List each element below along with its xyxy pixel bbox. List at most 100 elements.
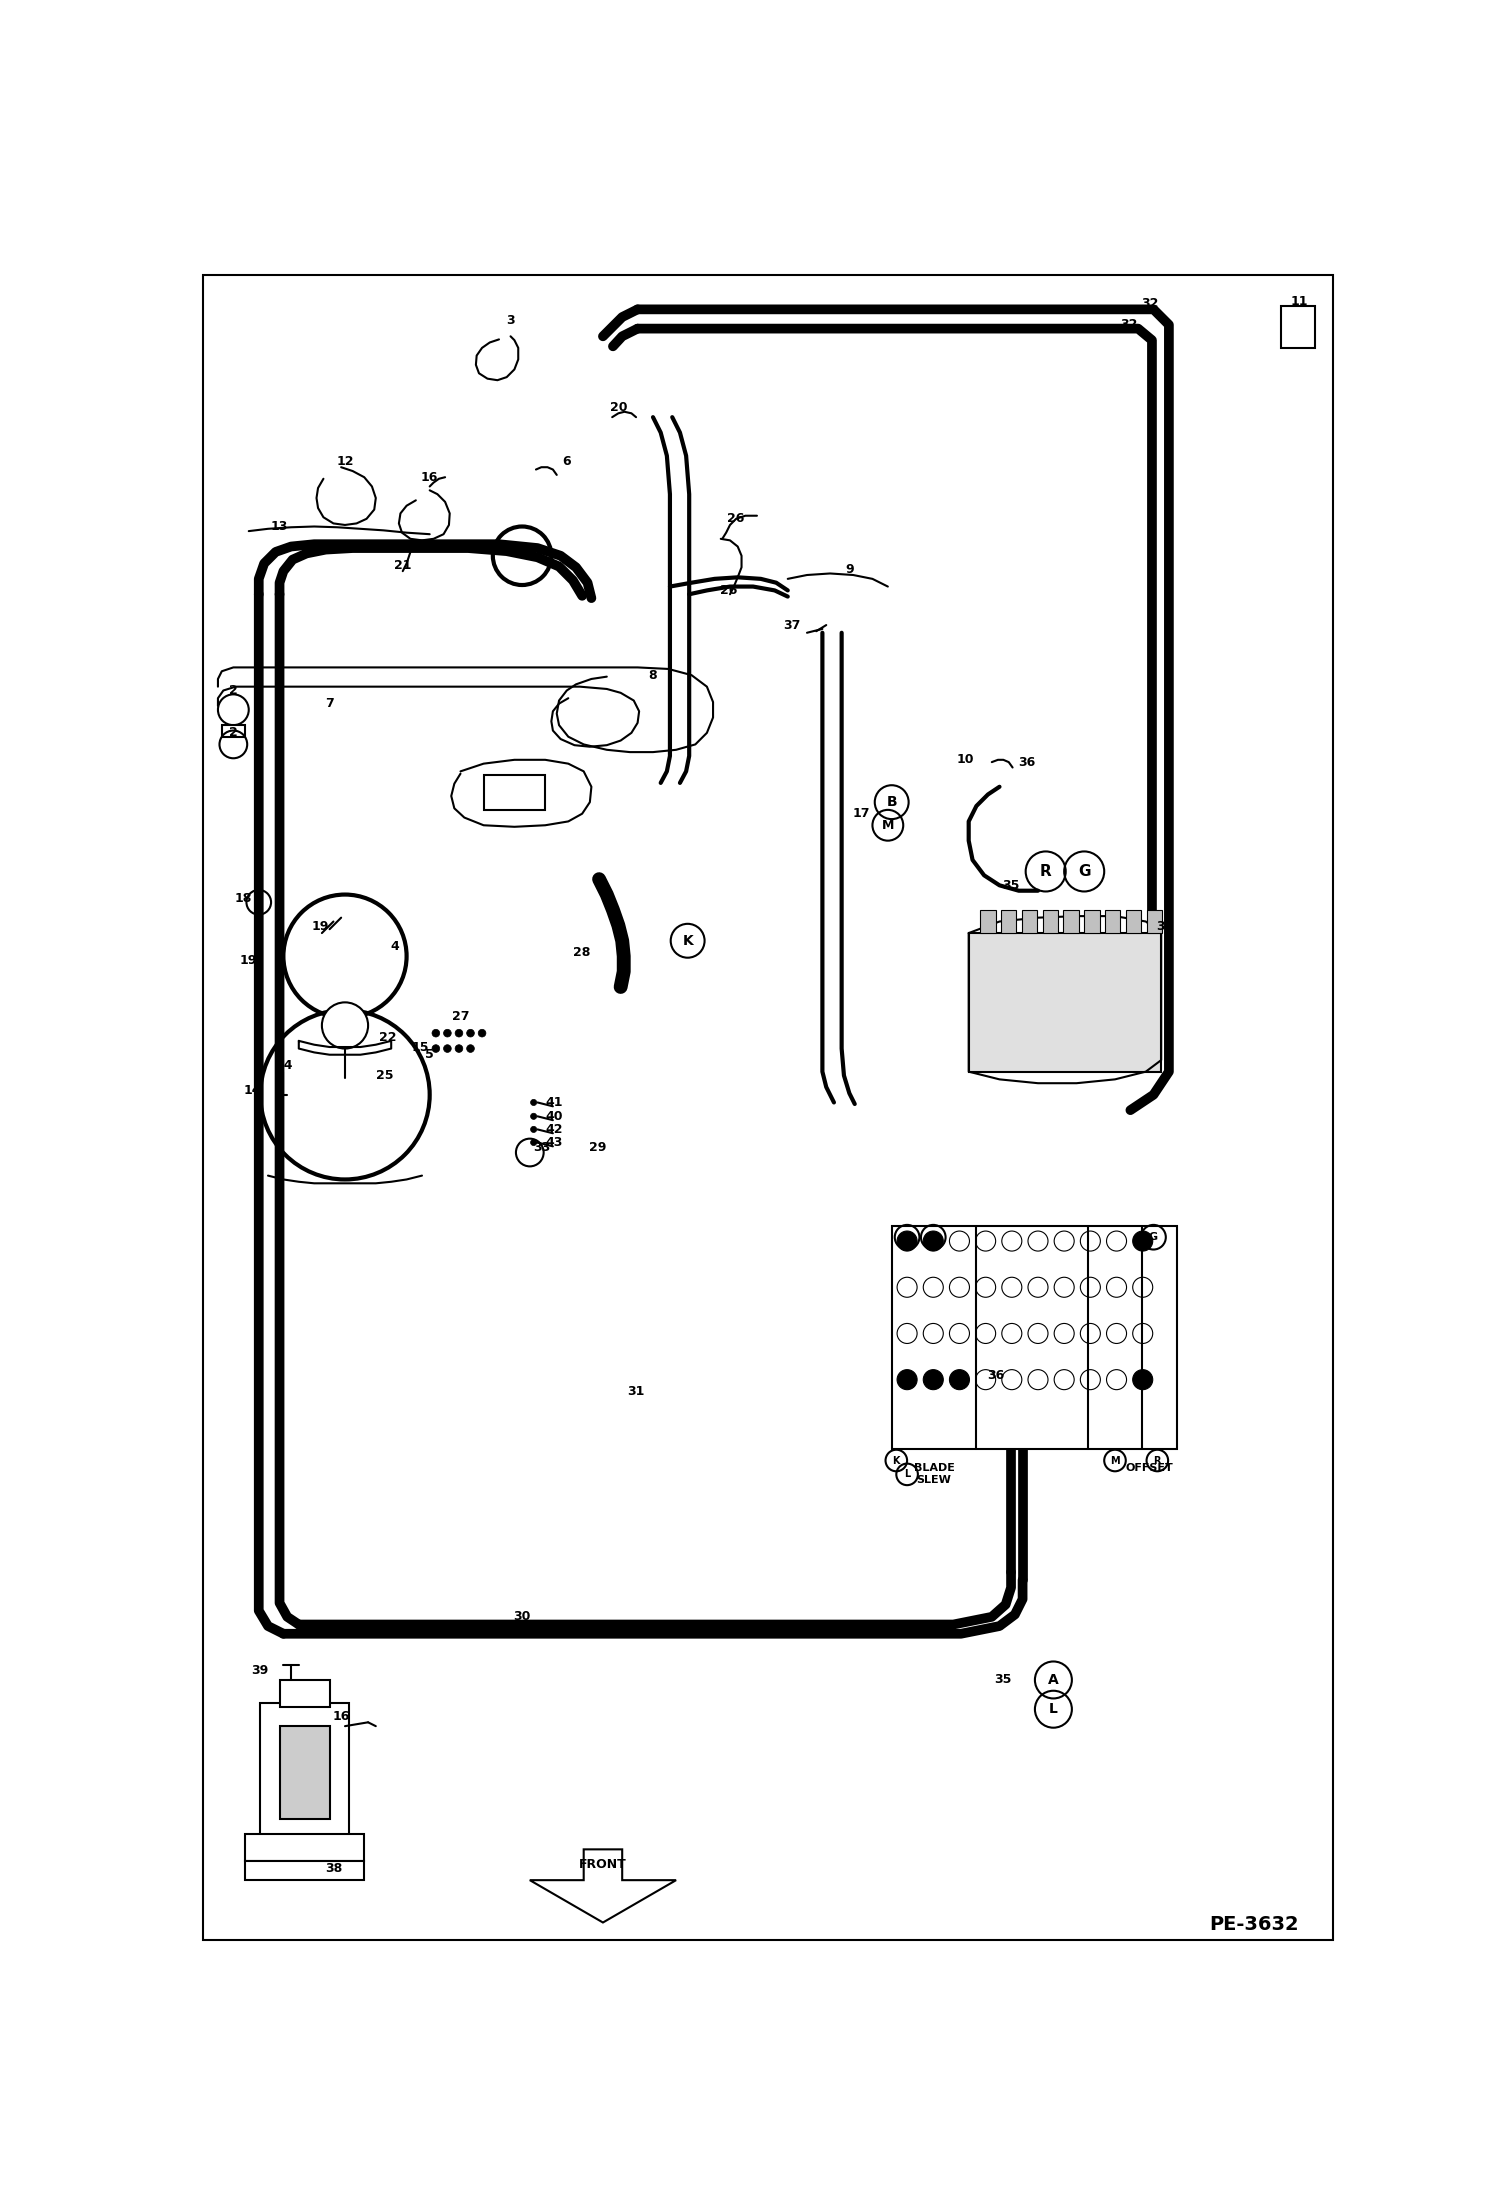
Text: K: K bbox=[682, 934, 694, 947]
Circle shape bbox=[530, 1127, 536, 1132]
Text: B: B bbox=[929, 1232, 938, 1241]
Text: R: R bbox=[1153, 1456, 1161, 1465]
Bar bbox=[891, 1226, 1176, 1450]
Bar bbox=[1085, 910, 1100, 932]
Circle shape bbox=[530, 1114, 536, 1118]
Bar bbox=[1064, 910, 1079, 932]
Text: 2: 2 bbox=[229, 726, 238, 739]
Text: 36: 36 bbox=[1017, 757, 1035, 768]
Circle shape bbox=[923, 1230, 944, 1250]
Text: 29: 29 bbox=[589, 1140, 607, 1154]
Polygon shape bbox=[530, 1849, 676, 1923]
Text: 39: 39 bbox=[252, 1664, 270, 1678]
Bar bbox=[1146, 910, 1162, 932]
Circle shape bbox=[431, 1029, 440, 1037]
Circle shape bbox=[530, 1140, 536, 1145]
Text: L: L bbox=[1049, 1702, 1058, 1717]
Text: 14: 14 bbox=[244, 1083, 261, 1096]
Circle shape bbox=[530, 1099, 536, 1105]
Text: A: A bbox=[1049, 1673, 1059, 1686]
Bar bbox=[244, 1833, 364, 1862]
Bar bbox=[1001, 910, 1017, 932]
Text: 2: 2 bbox=[229, 684, 238, 697]
Text: 36: 36 bbox=[987, 1368, 1004, 1382]
Circle shape bbox=[455, 1029, 463, 1037]
Text: 27: 27 bbox=[452, 1009, 469, 1022]
Text: 26: 26 bbox=[719, 583, 737, 596]
Text: 26: 26 bbox=[728, 513, 745, 526]
Text: 41: 41 bbox=[545, 1096, 563, 1110]
Text: 16: 16 bbox=[421, 471, 439, 485]
Text: 21: 21 bbox=[394, 559, 412, 572]
Circle shape bbox=[467, 1029, 475, 1037]
Text: K: K bbox=[893, 1456, 900, 1465]
Bar bbox=[244, 1862, 364, 1879]
Text: 3: 3 bbox=[506, 314, 515, 327]
Text: 20: 20 bbox=[610, 401, 628, 414]
Text: 11: 11 bbox=[1291, 296, 1309, 309]
Bar bbox=[1043, 910, 1058, 932]
Text: 30: 30 bbox=[514, 1610, 530, 1623]
Text: 18: 18 bbox=[235, 893, 252, 906]
Text: 31: 31 bbox=[628, 1384, 644, 1397]
Circle shape bbox=[322, 1002, 369, 1048]
Circle shape bbox=[897, 1371, 917, 1390]
Text: L: L bbox=[903, 1469, 911, 1480]
Text: PE-3632: PE-3632 bbox=[1209, 1914, 1299, 1934]
Text: 32: 32 bbox=[1141, 296, 1158, 309]
Text: 38: 38 bbox=[325, 1862, 342, 1875]
Bar bbox=[1022, 910, 1037, 932]
Text: 43: 43 bbox=[545, 1136, 563, 1149]
Text: 19: 19 bbox=[312, 921, 330, 934]
Text: 40: 40 bbox=[545, 1110, 563, 1123]
Text: 34: 34 bbox=[1156, 921, 1174, 934]
Bar bbox=[484, 774, 545, 809]
Text: B: B bbox=[887, 796, 897, 809]
Text: 28: 28 bbox=[574, 945, 590, 958]
Text: R: R bbox=[1040, 864, 1052, 879]
Text: A: A bbox=[903, 1232, 911, 1241]
Circle shape bbox=[467, 1044, 475, 1053]
Text: 33: 33 bbox=[533, 1140, 550, 1154]
Circle shape bbox=[1132, 1371, 1153, 1390]
Text: M: M bbox=[882, 818, 894, 831]
Text: G: G bbox=[1149, 1232, 1158, 1241]
Text: FRONT: FRONT bbox=[580, 1857, 626, 1871]
Text: 8: 8 bbox=[649, 669, 658, 682]
Bar bbox=[222, 726, 244, 737]
Text: 17: 17 bbox=[852, 807, 870, 820]
Text: 24: 24 bbox=[274, 1059, 292, 1072]
Bar bbox=[1281, 305, 1315, 349]
Text: 9: 9 bbox=[845, 564, 854, 577]
Text: 13: 13 bbox=[271, 520, 288, 533]
Text: M: M bbox=[1110, 1456, 1121, 1465]
Text: 10: 10 bbox=[956, 754, 974, 765]
Text: 12: 12 bbox=[336, 456, 354, 469]
Text: 5: 5 bbox=[425, 1048, 434, 1061]
Text: SLEW: SLEW bbox=[917, 1474, 951, 1485]
Text: 25: 25 bbox=[376, 1068, 394, 1081]
Text: 16: 16 bbox=[333, 1711, 351, 1724]
Text: 37: 37 bbox=[783, 618, 800, 632]
Text: 4: 4 bbox=[391, 941, 400, 954]
Circle shape bbox=[455, 1044, 463, 1053]
Text: 6: 6 bbox=[562, 456, 571, 469]
Text: 22: 22 bbox=[379, 1031, 395, 1044]
Text: 19: 19 bbox=[240, 954, 258, 967]
Bar bbox=[1106, 910, 1121, 932]
Text: G: G bbox=[1079, 864, 1091, 879]
Circle shape bbox=[478, 1029, 485, 1037]
Text: OFFSET: OFFSET bbox=[1126, 1463, 1173, 1474]
Circle shape bbox=[950, 1371, 969, 1390]
Text: 32: 32 bbox=[1121, 318, 1137, 331]
Text: 7: 7 bbox=[325, 697, 334, 711]
Polygon shape bbox=[969, 932, 1161, 1072]
Circle shape bbox=[443, 1029, 451, 1037]
Circle shape bbox=[431, 1044, 440, 1053]
Text: 35: 35 bbox=[1002, 879, 1020, 893]
Bar bbox=[1126, 910, 1141, 932]
Circle shape bbox=[1132, 1230, 1153, 1250]
Bar bbox=[280, 1726, 330, 1818]
Text: BLADE: BLADE bbox=[914, 1463, 954, 1474]
Bar bbox=[980, 910, 996, 932]
